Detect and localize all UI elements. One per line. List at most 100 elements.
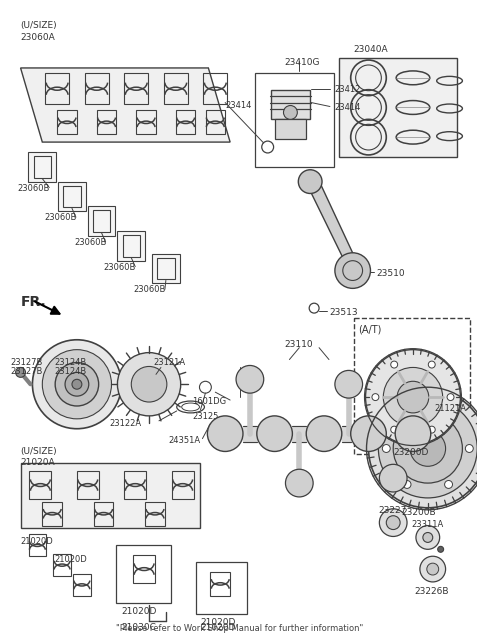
Circle shape (403, 481, 411, 488)
Circle shape (379, 464, 407, 492)
Circle shape (298, 170, 322, 193)
Circle shape (444, 408, 453, 417)
Text: 23127B: 23127B (11, 367, 43, 376)
Text: 21020D: 21020D (201, 618, 236, 627)
Text: 23412: 23412 (334, 84, 360, 93)
Circle shape (428, 361, 435, 368)
Circle shape (420, 556, 445, 582)
Text: 23060B: 23060B (18, 184, 50, 193)
Text: 23040A: 23040A (354, 45, 388, 54)
Text: 23060B: 23060B (44, 213, 77, 222)
Text: 23122A: 23122A (109, 419, 142, 428)
Circle shape (65, 372, 89, 396)
Text: 23226B: 23226B (414, 587, 448, 596)
Bar (42, 502, 62, 525)
Circle shape (386, 516, 400, 529)
Text: 21020D: 21020D (201, 623, 236, 632)
Text: 23200B: 23200B (401, 508, 436, 517)
Bar (133, 555, 155, 583)
Text: 21020D: 21020D (21, 538, 53, 547)
Bar (97, 110, 116, 134)
Bar (34, 156, 51, 178)
Text: 21020D: 21020D (121, 607, 157, 616)
Bar (176, 110, 195, 134)
Bar (255, 73, 334, 167)
Bar (57, 110, 77, 134)
Bar (58, 182, 86, 211)
Circle shape (427, 563, 439, 575)
Bar (172, 471, 193, 499)
Circle shape (395, 416, 431, 451)
Text: 21121A: 21121A (435, 404, 467, 413)
Circle shape (16, 367, 25, 378)
Bar (45, 74, 69, 104)
Text: 23311A: 23311A (411, 520, 443, 529)
Text: 23060B: 23060B (74, 238, 106, 247)
Bar (136, 110, 156, 134)
Bar (29, 534, 46, 556)
Text: 23060B: 23060B (133, 285, 166, 294)
Bar (205, 110, 225, 134)
Text: 23110: 23110 (285, 340, 313, 349)
Bar (152, 254, 180, 284)
Circle shape (393, 414, 462, 483)
Text: (U/SIZE): (U/SIZE) (21, 447, 57, 456)
Circle shape (403, 408, 411, 417)
Text: 23414: 23414 (334, 102, 360, 111)
Circle shape (372, 394, 379, 401)
Circle shape (351, 416, 386, 451)
Circle shape (438, 547, 444, 552)
Bar (28, 152, 56, 182)
Circle shape (447, 394, 454, 401)
Circle shape (207, 416, 243, 451)
Bar (204, 74, 227, 104)
Circle shape (423, 532, 433, 542)
Text: 23510: 23510 (376, 269, 405, 278)
Bar (63, 186, 81, 207)
Circle shape (428, 426, 435, 433)
Bar (73, 574, 91, 596)
Text: "Please refer to Work Shop Manual for further information": "Please refer to Work Shop Manual for fu… (116, 625, 364, 634)
Bar (122, 235, 140, 257)
Bar (53, 554, 71, 576)
Text: 23127B: 23127B (11, 358, 43, 367)
Circle shape (236, 365, 264, 393)
Text: 23125: 23125 (192, 412, 219, 421)
Text: 23124B: 23124B (54, 358, 86, 367)
Circle shape (366, 349, 460, 445)
Text: 23513: 23513 (329, 308, 358, 317)
Text: 24351A: 24351A (169, 436, 201, 445)
Circle shape (131, 367, 167, 402)
Text: 1601DG: 1601DG (192, 397, 227, 406)
Bar (195, 562, 247, 614)
Circle shape (391, 426, 397, 433)
Text: (A/T): (A/T) (359, 325, 382, 335)
Text: 21020A: 21020A (21, 458, 55, 467)
Polygon shape (21, 68, 230, 142)
Circle shape (410, 431, 445, 467)
Circle shape (383, 445, 390, 452)
Bar (210, 572, 230, 596)
Text: 23121A: 23121A (153, 358, 185, 367)
Bar (93, 211, 110, 232)
Circle shape (384, 367, 443, 427)
Text: 21020D: 21020D (54, 556, 87, 564)
Circle shape (466, 445, 473, 452)
Bar (124, 74, 148, 104)
Circle shape (286, 469, 313, 497)
Text: FR.: FR. (21, 295, 46, 309)
Circle shape (33, 340, 121, 429)
Bar (77, 471, 99, 499)
Circle shape (335, 253, 371, 289)
Text: 21030C: 21030C (121, 623, 156, 632)
Circle shape (284, 106, 297, 119)
Circle shape (257, 416, 292, 451)
Polygon shape (339, 58, 457, 157)
Bar (124, 471, 146, 499)
Circle shape (379, 509, 407, 536)
Text: 23124B: 23124B (54, 367, 86, 376)
Text: 23414: 23414 (225, 100, 252, 109)
Bar (275, 119, 306, 139)
Circle shape (444, 481, 453, 488)
Bar (117, 545, 171, 603)
